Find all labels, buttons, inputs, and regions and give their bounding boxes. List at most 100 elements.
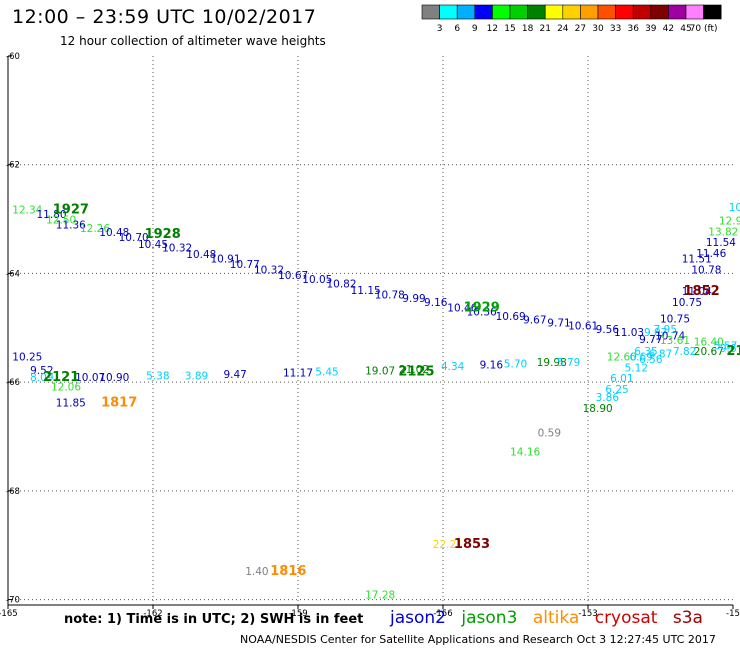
legend-jason3: jason3 — [461, 608, 518, 628]
scale-label: 6 — [454, 24, 460, 34]
wave-height-label: 10.75 — [672, 297, 702, 309]
wave-height-label: 11.36 — [56, 219, 86, 231]
wave-height-label: 6.25 — [605, 384, 628, 396]
legend-jason2: jason2 — [390, 608, 446, 628]
legend-cryosat: cryosat — [594, 608, 658, 628]
scale-label: 33 — [610, 24, 621, 34]
wave-height-label: 10.07 — [75, 372, 105, 384]
wave-height-label: 9.52 — [30, 365, 53, 377]
scale-label: 39 — [645, 24, 657, 34]
wave-height-label: 4.34 — [441, 361, 465, 373]
wave-height-label: 19.98 — [537, 357, 567, 369]
wave-height-label: 18.90 — [583, 403, 613, 415]
wave-height-label: 19.07 — [365, 366, 395, 378]
wave-height-label: 11.85 — [56, 398, 86, 410]
wave-height-label: 10.25 — [12, 351, 42, 363]
wave-height-label: 10 — [729, 202, 740, 214]
footer-credit: NOAA/NESDIS Center for Satellite Applica… — [240, 633, 716, 646]
wave-height-label: 9.99 — [402, 293, 425, 305]
wave-height-label: 11.51 — [682, 254, 712, 266]
wave-height-label: 3.89 — [185, 370, 208, 382]
pass-time-label: 1853 — [454, 537, 490, 552]
scale-label: 42 — [663, 24, 674, 34]
legend-altika: altika — [532, 608, 580, 628]
wave-height-label: 5.79 — [557, 357, 580, 369]
scale-label: 30 — [592, 24, 604, 34]
scale-label: 27 — [575, 24, 586, 34]
scale-swatch — [703, 4, 722, 20]
pass-time-label: 1928 — [145, 227, 181, 242]
pass-time-label: 1929 — [464, 300, 500, 315]
x-tick-label: -153 — [578, 609, 597, 619]
y-tick-label: -62 — [6, 161, 20, 171]
wave-height-label: 6.56 — [639, 354, 663, 366]
wave-height-label: 6.69 — [629, 351, 652, 363]
wave-height-label: 14.16 — [510, 447, 540, 459]
wave-height-label: 6.35 — [634, 346, 657, 358]
wave-height-label: 11.46 — [696, 248, 726, 260]
legend-s3a: s3a — [672, 608, 703, 628]
y-tick-label: -70 — [6, 596, 20, 606]
wave-height-label: 13.61 — [660, 335, 690, 347]
wave-height-label: 7.95 — [654, 324, 677, 336]
satellite-legend: jason2 jason3 altika cryosat s3a — [390, 608, 713, 628]
wave-height-label: 12.50 — [46, 214, 76, 226]
wave-height-label: 12.06 — [51, 381, 81, 393]
wave-height-label: 10.05 — [302, 274, 332, 286]
scale-label: 9 — [472, 24, 478, 34]
pass-time-label: 1927 — [53, 203, 89, 218]
pass-time-label: 21. — [726, 344, 740, 359]
scale-label: 3 — [437, 24, 443, 34]
wave-height-label: 12.34 — [12, 205, 42, 217]
units-note: note: 1) Time is in UTC; 2) SWH is in fe… — [64, 612, 364, 627]
wave-height-label: 16.40 — [694, 337, 724, 349]
y-tick-label: -64 — [6, 269, 20, 279]
wave-height-label: 9.6 — [720, 343, 737, 355]
wave-height-label: 10.46 — [447, 302, 477, 314]
wave-height-label: 10.91 — [210, 254, 240, 266]
wave-height-label: 5.57 — [714, 341, 737, 353]
scale-label: 24 — [557, 24, 569, 34]
wave-height-label: 5.45 — [315, 367, 338, 379]
wave-height-label: 5.12 — [625, 362, 648, 374]
wave-height-label: 6.87 — [649, 349, 672, 361]
wave-height-label: 8.09 — [30, 372, 53, 384]
wave-height-label: 11.54 — [706, 237, 736, 249]
wave-height-label: 10.75 — [660, 313, 690, 325]
wave-height-label: 9.47 — [223, 369, 246, 381]
wave-height-label: 11.03 — [614, 327, 644, 339]
wave-height-label: 21.02 — [399, 364, 429, 376]
wave-height-label: 12.9 — [719, 216, 740, 228]
x-tick-label: -165 — [0, 609, 18, 619]
wave-height-label: 10.69 — [496, 311, 526, 323]
wave-height-label: 11.17 — [283, 368, 313, 380]
pass-time-label: 2121 — [43, 370, 79, 385]
scale-label: 45 — [680, 24, 691, 34]
pass-time-label: 1817 — [101, 396, 137, 411]
wave-height-label: 10.82 — [326, 279, 356, 291]
wave-height-label: 0.59 — [538, 427, 561, 439]
wave-height-label: 7.82 — [673, 346, 696, 358]
pass-time-label: 1816 — [270, 564, 306, 579]
wave-height-label: 10.67 — [278, 270, 308, 282]
wave-height-label: 20.67 — [694, 346, 724, 358]
wave-height-label: 9.56 — [596, 324, 620, 336]
wave-height-label: 10.36 — [467, 306, 497, 318]
y-tick-label: -66 — [6, 378, 20, 388]
wave-height-label: 9.67 — [523, 314, 546, 326]
wave-height-label: 9.16 — [424, 297, 448, 309]
pass-time-label: 2125 — [398, 365, 434, 380]
wave-height-label: 5.38 — [146, 370, 169, 382]
wave-height-label: 10.78 — [375, 289, 405, 301]
wave-height-label: 10.48 — [99, 227, 129, 239]
wave-height-label: 11.15 — [351, 285, 381, 297]
wave-height-label: 12.60 — [607, 351, 637, 363]
x-tick-label: -162 — [143, 609, 162, 619]
wave-height-label: 12.26 — [80, 223, 110, 235]
scale-label: 12 — [487, 24, 498, 34]
wave-height-label: 10.48 — [186, 249, 216, 261]
y-tick-label: -68 — [6, 487, 20, 497]
wave-height-label: 17.28 — [365, 589, 395, 601]
